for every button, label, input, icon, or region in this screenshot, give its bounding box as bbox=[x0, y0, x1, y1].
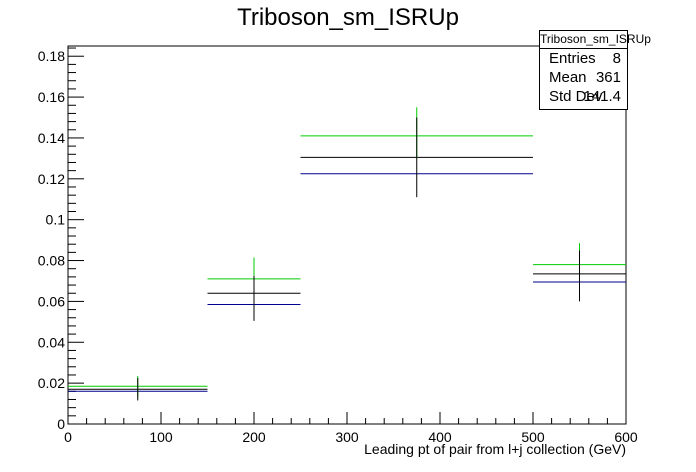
stats-stddev-label: Std Dev bbox=[549, 88, 603, 105]
y-tick-label: 0.18 bbox=[38, 48, 65, 64]
y-tick-label: 0.02 bbox=[38, 375, 65, 391]
stats-box: Triboson_sm_ISRUp Entries 8 Mean 361 Std… bbox=[539, 30, 651, 110]
x-tick-label: 100 bbox=[149, 429, 173, 445]
stats-mean-label: Mean bbox=[549, 69, 587, 86]
stats-row-stddev: Std Dev 141.4 bbox=[540, 87, 627, 106]
stats-stddev-value: 141.4 bbox=[583, 88, 621, 105]
x-axis-label: Leading pt of pair from l+j collection (… bbox=[364, 441, 626, 457]
x-tick-label: 600 bbox=[614, 429, 638, 445]
x-tick-label: 200 bbox=[242, 429, 266, 445]
stats-mean-value: 361 bbox=[595, 69, 621, 86]
y-tick-label: 0.08 bbox=[38, 253, 65, 269]
stats-row-mean: Mean 361 bbox=[540, 68, 627, 87]
x-axis: 0 100 200 300 400 500 600 bbox=[64, 412, 638, 445]
stats-box-title: Triboson_sm_ISRUp bbox=[540, 31, 651, 49]
y-tick-label: 0.12 bbox=[38, 171, 65, 187]
stats-row-entries: Entries 8 bbox=[540, 49, 627, 68]
stats-entries-label: Entries bbox=[549, 50, 596, 67]
chart-title: Triboson_sm_ISRUp bbox=[237, 4, 459, 31]
y-tick-label: 0.06 bbox=[38, 293, 65, 309]
y-tick-label: 0.16 bbox=[38, 89, 65, 105]
y-axis: 0 0.02 0.04 0.06 0.08 0.1 0.12 0.14 0.16 0.18 bbox=[38, 47, 84, 432]
y-tick-label: 0.1 bbox=[46, 212, 66, 228]
x-tick-label: 0 bbox=[64, 429, 72, 445]
x-tick-label: 300 bbox=[335, 429, 359, 445]
y-tick-label: 0 bbox=[57, 416, 65, 432]
x-tick-label: 400 bbox=[428, 429, 452, 445]
stats-entries-value: 8 bbox=[612, 50, 621, 67]
histogram-marks bbox=[68, 107, 626, 401]
x-tick-label: 500 bbox=[521, 429, 545, 445]
y-tick-label: 0.14 bbox=[38, 130, 65, 146]
y-tick-label: 0.04 bbox=[38, 334, 65, 350]
